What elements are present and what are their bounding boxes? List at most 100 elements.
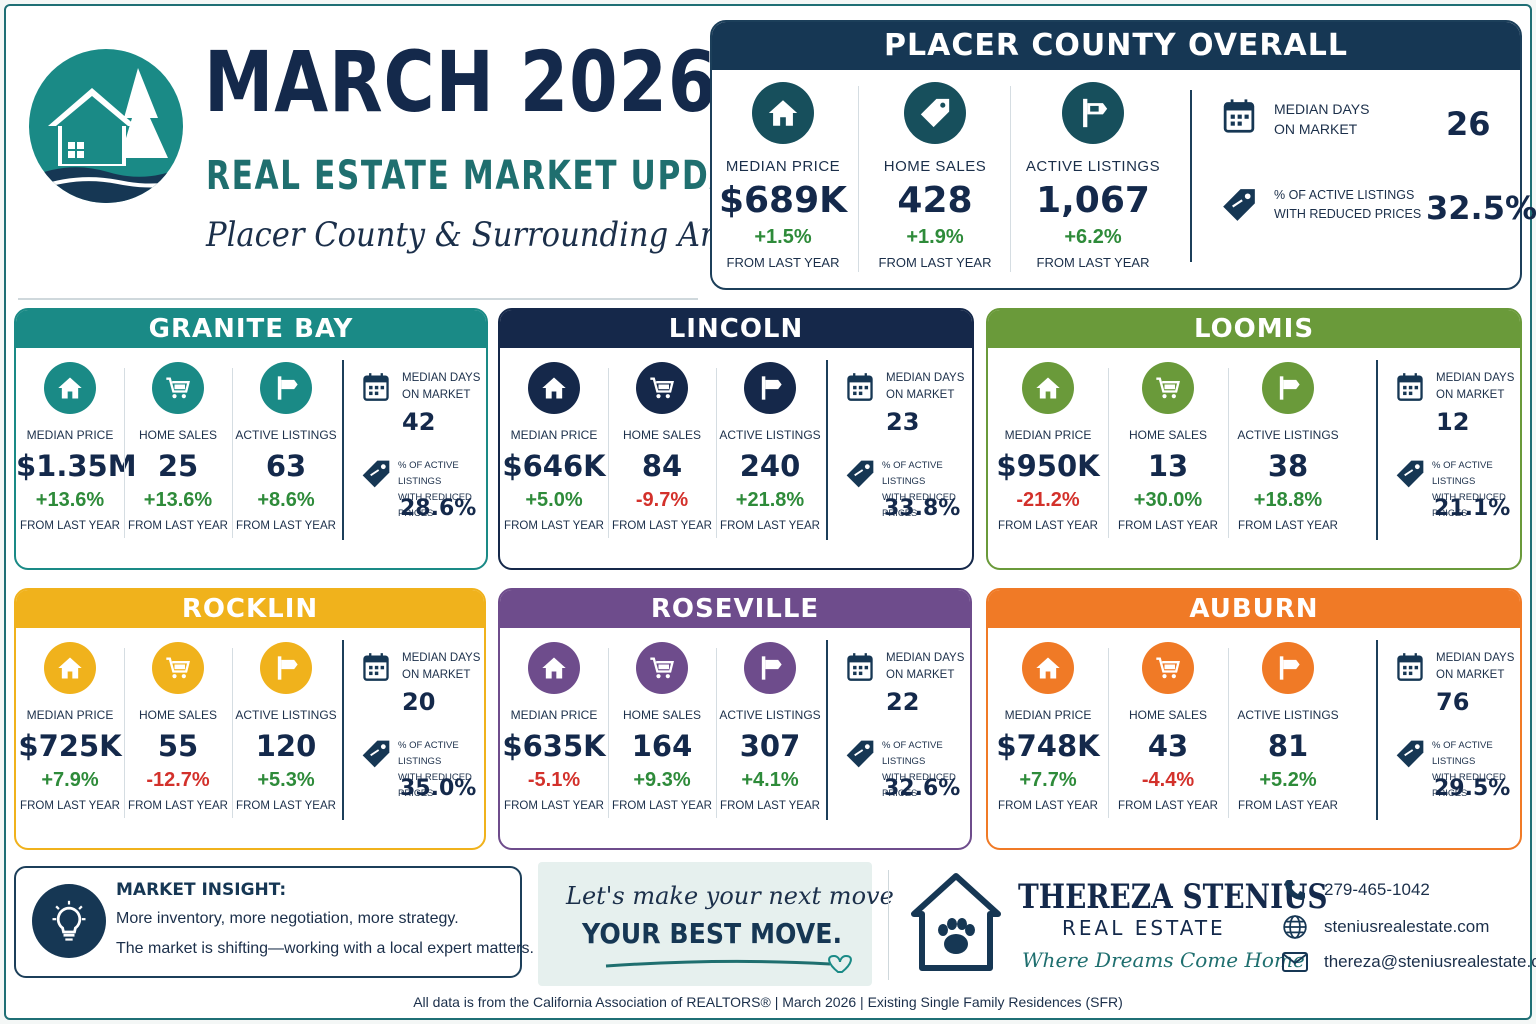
card-divider [124, 648, 125, 818]
home-sales-label: HOME SALES [622, 428, 702, 442]
overall-title: PLACER COUNTY OVERALL [712, 22, 1520, 70]
median-price-label: MEDIAN PRICE [26, 708, 114, 722]
active-listings-label: ACTIVE LISTINGS [235, 428, 337, 442]
home-sales-value: 84 [641, 449, 683, 483]
area-home-sales: HOME SALES 25 +13.6% FROM LAST YEAR [124, 362, 232, 532]
median-price-value: $635K [502, 729, 606, 763]
calendar-icon [363, 373, 389, 401]
contact-email[interactable]: thereza@steniusrealestate.com [1280, 952, 1536, 972]
overall-price-from: FROM LAST YEAR [726, 255, 840, 270]
active-listings-from: FROM LAST YEAR [236, 800, 336, 812]
reduced-label-1: % OF ACTIVE LISTINGS [1432, 460, 1493, 488]
sign-icon [260, 642, 312, 694]
median-price-label: MEDIAN PRICE [510, 708, 598, 722]
home-sales-from: FROM LAST YEAR [128, 800, 228, 812]
active-listings-value: 240 [739, 449, 801, 483]
overall-reduced-value: 32.5% [1426, 189, 1536, 227]
overall-listings-from: FROM LAST YEAR [1036, 255, 1150, 270]
reduced-tag-icon [846, 740, 874, 768]
area-median-price: MEDIAN PRICE $725K +7.9% FROM LAST YEAR [16, 642, 124, 812]
brand-subtitle: REAL ESTATE [1062, 916, 1226, 940]
website-link[interactable]: steniusrealestate.com [1324, 917, 1490, 936]
overall-sales-from: FROM LAST YEAR [878, 255, 992, 270]
reduced-tag-icon [1223, 189, 1255, 221]
area-median-price: MEDIAN PRICE $950K -21.2% FROM LAST YEAR [988, 362, 1108, 532]
footer-divider [888, 870, 889, 980]
home-sales-change: +13.6% [143, 489, 213, 511]
active-listings-change: +5.3% [257, 769, 315, 791]
card-main-divider [342, 640, 344, 820]
median-price-label: MEDIAN PRICE [510, 428, 598, 442]
dom-label-1: MEDIAN DAYS [886, 652, 965, 664]
page-subtitle: REAL ESTATE MARKET UPDATE [206, 153, 779, 199]
dom-value: 76 [1436, 688, 1470, 716]
heart-swoosh-icon [605, 954, 852, 973]
reduced-label-2: WITH REDUCED PRICES [882, 772, 956, 800]
card-divider [124, 368, 125, 538]
card-main-divider [826, 640, 828, 820]
overall-divider [858, 86, 859, 272]
home-sales-value: 25 [157, 449, 199, 483]
active-listings-value: 307 [739, 729, 801, 763]
reduced-label-1: % OF ACTIVE LISTINGS [1432, 740, 1493, 768]
card-main-divider [1376, 640, 1378, 820]
reduced-label: % OF ACTIVE LISTINGS WITH REDUCED PRICES [398, 458, 486, 523]
active-listings-from: FROM LAST YEAR [720, 520, 820, 532]
area-card-rocklin: ROCKLIN MEDIAN PRICE $725K +7.9% FROM LA… [14, 588, 486, 850]
overall-sales-label: HOME SALES [883, 158, 987, 175]
card-divider [716, 368, 717, 538]
median-price-label: MEDIAN PRICE [1004, 428, 1092, 442]
calendar-icon [1223, 99, 1255, 133]
email-link[interactable]: thereza@steniusrealestate.com [1324, 952, 1536, 971]
area-median-price: MEDIAN PRICE $748K +7.7% FROM LAST YEAR [988, 642, 1108, 812]
median-price-from: FROM LAST YEAR [998, 520, 1098, 532]
phone-number[interactable]: 279-465-1042 [1324, 880, 1430, 899]
page-title: MARCH 2026 [204, 33, 718, 131]
home-sales-from: FROM LAST YEAR [1118, 520, 1218, 532]
area-card-loomis: LOOMIS MEDIAN PRICE $950K -21.2% FROM LA… [986, 308, 1522, 570]
contact-phone[interactable]: 279-465-1042 [1280, 878, 1430, 902]
sign-icon [1262, 642, 1314, 694]
sign-icon [1262, 362, 1314, 414]
area-median-price: MEDIAN PRICE $646K +5.0% FROM LAST YEAR [500, 362, 608, 532]
overall-price-value: $689K [718, 180, 848, 221]
home-sales-change: +9.3% [633, 769, 691, 791]
dom-label-1: MEDIAN DAYS [402, 652, 481, 664]
house-icon [44, 642, 96, 694]
contact-website[interactable]: steniusrealestate.com [1280, 914, 1489, 940]
home-sales-from: FROM LAST YEAR [1118, 800, 1218, 812]
house-icon [528, 642, 580, 694]
dom-label: MEDIAN DAYS ON MARKET [1436, 650, 1514, 683]
median-price-change: -5.1% [527, 769, 581, 791]
reduced-tag-icon [1396, 460, 1424, 488]
sign-icon [1062, 82, 1124, 144]
home-sales-change: +30.0% [1133, 489, 1203, 511]
median-price-from: FROM LAST YEAR [504, 520, 604, 532]
reduced-value: 32.6% [884, 776, 961, 801]
dom-value: 12 [1436, 408, 1470, 436]
overall-listings-label: ACTIVE LISTINGS [1025, 158, 1161, 175]
overall-reduced-label-2: WITH REDUCED PRICES [1274, 207, 1422, 222]
reduced-label-1: % OF ACTIVE LISTINGS [398, 740, 459, 768]
card-divider [1228, 368, 1229, 538]
active-listings-label: ACTIVE LISTINGS [719, 708, 821, 722]
active-listings-change: +8.6% [257, 489, 315, 511]
insight-heading: MARKET INSIGHT: [116, 880, 287, 900]
home-sales-change: -9.7% [635, 489, 689, 511]
overall-sales-change: +1.9% [906, 226, 964, 248]
house-icon [528, 362, 580, 414]
home-sales-label: HOME SALES [138, 428, 218, 442]
home-sales-value: 55 [157, 729, 199, 763]
lightbulb-icon [32, 884, 106, 958]
cart-icon [1142, 362, 1194, 414]
area-active-listings: ACTIVE LISTINGS 38 +18.8% FROM LAST YEAR [1228, 362, 1348, 532]
dom-label-1: MEDIAN DAYS [1436, 372, 1515, 384]
dom-label: MEDIAN DAYS ON MARKET [402, 370, 480, 403]
calendar-icon [363, 653, 389, 681]
area-median-price: MEDIAN PRICE $1.35M +13.6% FROM LAST YEA… [16, 362, 137, 532]
dom-label-1: MEDIAN DAYS [886, 372, 965, 384]
area-title: ROCKLIN [16, 590, 484, 628]
home-sales-value: 43 [1147, 729, 1189, 763]
globe-icon [1280, 914, 1310, 940]
card-divider [608, 648, 609, 818]
